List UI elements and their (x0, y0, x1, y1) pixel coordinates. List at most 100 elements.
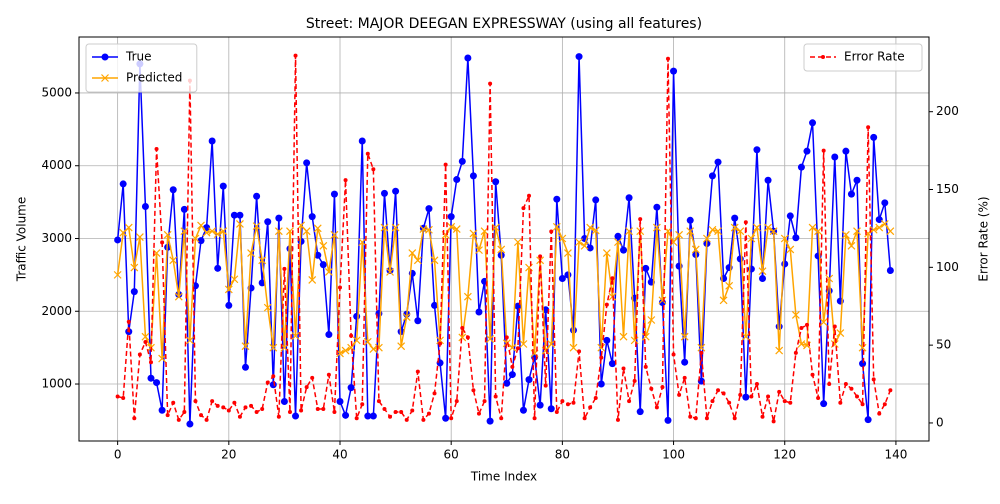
point (832, 324, 837, 329)
point (753, 223, 761, 232)
point (882, 402, 887, 407)
point (788, 400, 793, 405)
legend-label: Predicted (126, 71, 182, 85)
point (727, 400, 732, 405)
point (185, 336, 194, 345)
point (330, 230, 339, 239)
point (393, 410, 398, 415)
point (753, 146, 761, 154)
point (791, 310, 800, 319)
point (743, 220, 748, 225)
point (299, 408, 304, 413)
point (577, 349, 582, 354)
point (310, 375, 315, 380)
point (510, 364, 515, 369)
point (291, 332, 300, 340)
x-tick-label: 80 (555, 448, 570, 462)
point (760, 414, 765, 419)
point (135, 233, 144, 241)
series-line (116, 222, 891, 359)
point (552, 222, 561, 231)
point (549, 229, 554, 234)
point (665, 56, 670, 61)
point (202, 228, 211, 237)
point (315, 406, 320, 411)
y2-tick-label: 0 (936, 415, 944, 429)
point (380, 223, 389, 232)
point (543, 383, 548, 388)
point (436, 336, 444, 345)
point (269, 381, 277, 389)
point (438, 341, 443, 346)
point (741, 332, 750, 341)
point (154, 147, 159, 152)
point (888, 388, 893, 393)
point (304, 385, 309, 390)
point (632, 378, 637, 383)
point (786, 212, 794, 220)
point (670, 67, 678, 75)
point (237, 414, 242, 419)
point (702, 234, 711, 243)
point (742, 393, 750, 401)
point (148, 360, 153, 365)
point (738, 392, 743, 397)
point (321, 406, 326, 411)
point (608, 360, 616, 368)
point (176, 417, 181, 422)
point (821, 148, 826, 153)
legend-marker (821, 55, 825, 59)
point (121, 396, 126, 401)
point (499, 416, 504, 421)
point (766, 394, 771, 399)
x-tick-label: 0 (114, 448, 122, 462)
point (647, 316, 656, 324)
point (430, 256, 439, 265)
point (580, 241, 589, 250)
point (199, 413, 204, 418)
point (221, 405, 226, 410)
point (604, 302, 609, 307)
point (258, 256, 267, 265)
point (569, 343, 578, 352)
point (847, 190, 855, 198)
point (247, 249, 255, 257)
point (458, 157, 466, 165)
point (358, 238, 367, 247)
point (586, 223, 595, 232)
point (343, 178, 348, 183)
point (504, 335, 509, 340)
point (571, 400, 576, 405)
point (625, 194, 633, 202)
y-tick-label: 4000 (41, 158, 72, 172)
legend-marker (101, 53, 109, 61)
point (453, 176, 461, 184)
point (415, 369, 420, 374)
point (171, 400, 176, 405)
point (764, 176, 772, 184)
point (855, 394, 860, 399)
point (486, 334, 495, 343)
point (313, 224, 322, 233)
point (719, 296, 728, 305)
point (303, 159, 311, 167)
point (777, 389, 782, 394)
point (610, 276, 615, 281)
point (454, 399, 459, 404)
point (319, 261, 327, 269)
point (476, 411, 481, 416)
point (208, 227, 217, 236)
point (115, 394, 120, 399)
point (870, 133, 878, 141)
y2-tick-label: 150 (936, 182, 959, 196)
point (614, 238, 622, 247)
point (858, 343, 867, 352)
point (547, 340, 556, 348)
point (431, 301, 439, 309)
point (388, 414, 393, 419)
point (686, 227, 695, 236)
point (297, 237, 305, 245)
point (349, 333, 354, 338)
point (675, 230, 684, 239)
point (399, 410, 404, 415)
